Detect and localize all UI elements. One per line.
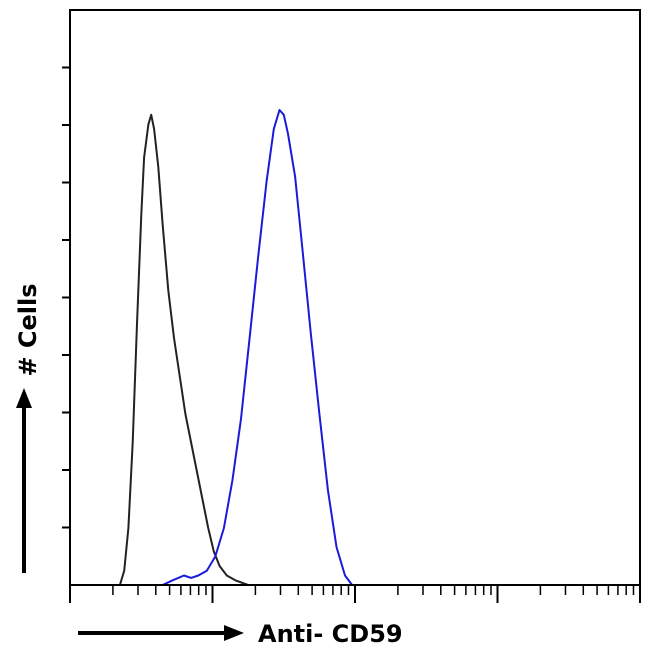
y-axis-arrow — [16, 388, 32, 573]
plot-frame — [69, 9, 641, 586]
histogram-series — [118, 109, 353, 586]
y-axis-ticks — [62, 66, 70, 529]
y-axis-label: # Cells — [14, 283, 42, 376]
x-axis-ticks — [69, 585, 641, 603]
histogram-line-1 — [118, 113, 249, 586]
x-axis-label: Anti- CD59 — [258, 620, 403, 648]
histogram-line-2 — [162, 109, 353, 586]
x-axis-arrow — [78, 625, 244, 641]
